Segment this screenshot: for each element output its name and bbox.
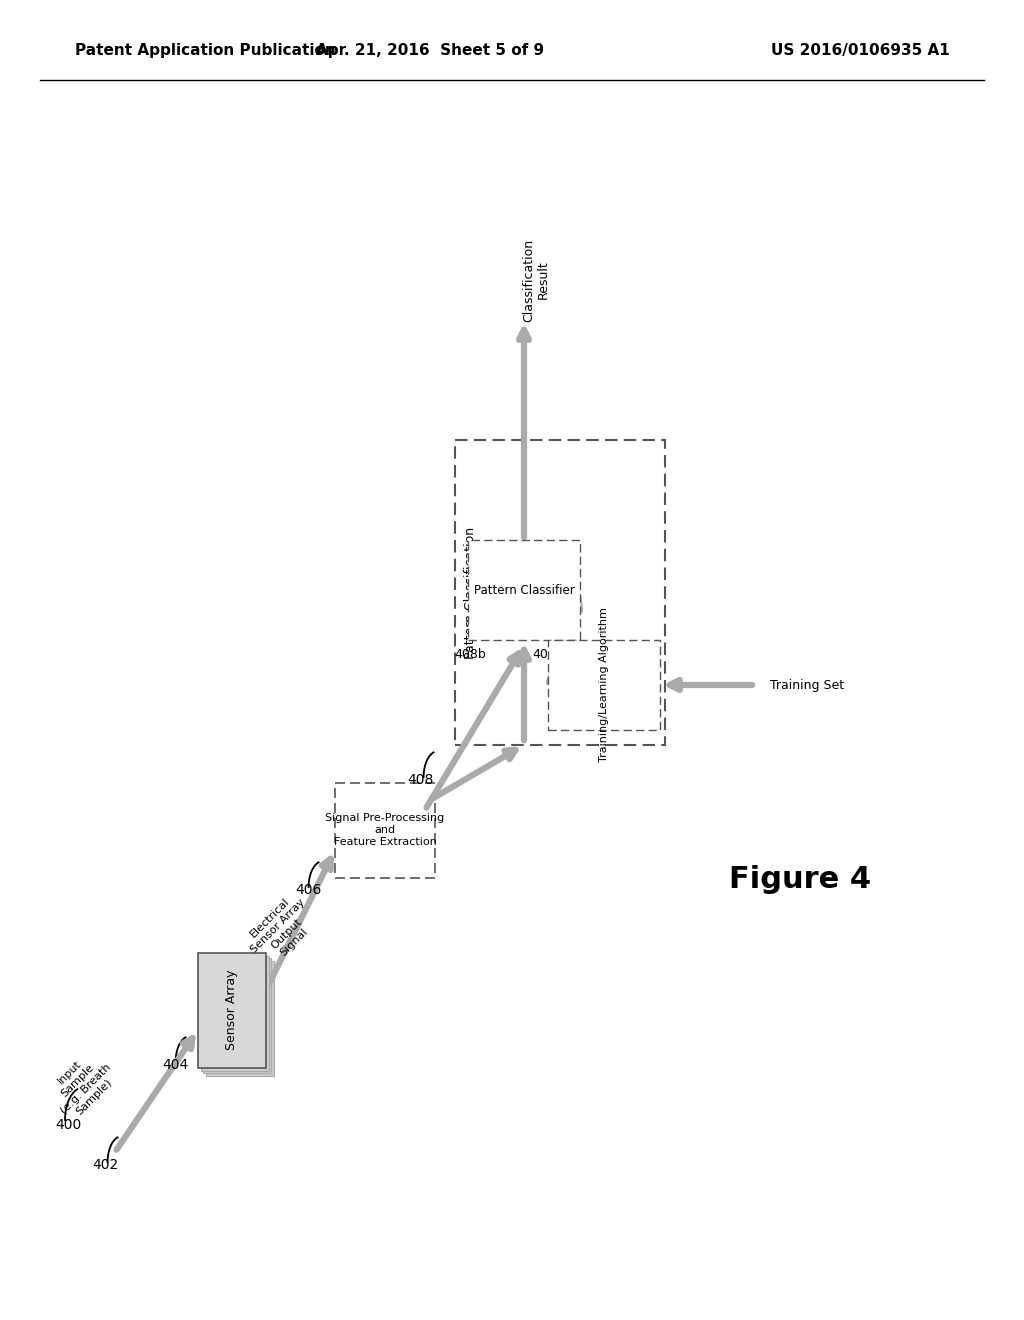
Text: Patent Application Publication: Patent Application Publication bbox=[75, 42, 336, 58]
Text: Signal Pre-Processing
and
Feature Extraction: Signal Pre-Processing and Feature Extrac… bbox=[326, 813, 444, 846]
Text: Apr. 21, 2016  Sheet 5 of 9: Apr. 21, 2016 Sheet 5 of 9 bbox=[316, 42, 544, 58]
Text: US 2016/0106935 A1: US 2016/0106935 A1 bbox=[771, 42, 950, 58]
Text: Pattern Classification: Pattern Classification bbox=[464, 527, 476, 659]
Bar bbox=[455, 440, 665, 744]
Text: Electrical
Sensor Array
Output
Signal: Electrical Sensor Array Output Signal bbox=[241, 888, 324, 972]
Text: 408: 408 bbox=[407, 774, 433, 787]
Bar bbox=[206, 961, 274, 1076]
Bar bbox=[335, 783, 435, 878]
Text: Classification
Result: Classification Result bbox=[522, 239, 550, 322]
Text: 400: 400 bbox=[55, 1118, 81, 1133]
Text: Sensor Array: Sensor Array bbox=[225, 970, 239, 1051]
Text: 406: 406 bbox=[295, 883, 322, 898]
Bar bbox=[548, 640, 660, 730]
Text: Input
Sample
(e.g. Breath
Sample): Input Sample (e.g. Breath Sample) bbox=[43, 1045, 121, 1125]
Text: 408b: 408b bbox=[454, 648, 485, 661]
Bar bbox=[201, 956, 269, 1071]
Text: Figure 4: Figure 4 bbox=[729, 866, 871, 895]
Text: 402: 402 bbox=[92, 1158, 118, 1172]
Bar bbox=[203, 957, 271, 1072]
Bar bbox=[468, 540, 580, 640]
Text: 408a: 408a bbox=[532, 648, 564, 661]
Bar bbox=[198, 953, 266, 1068]
Text: 404: 404 bbox=[162, 1059, 188, 1072]
Text: Training Set: Training Set bbox=[770, 678, 844, 692]
Text: Pattern Classifier: Pattern Classifier bbox=[474, 583, 574, 597]
Text: Training/Learning Algorithm: Training/Learning Algorithm bbox=[599, 607, 609, 763]
